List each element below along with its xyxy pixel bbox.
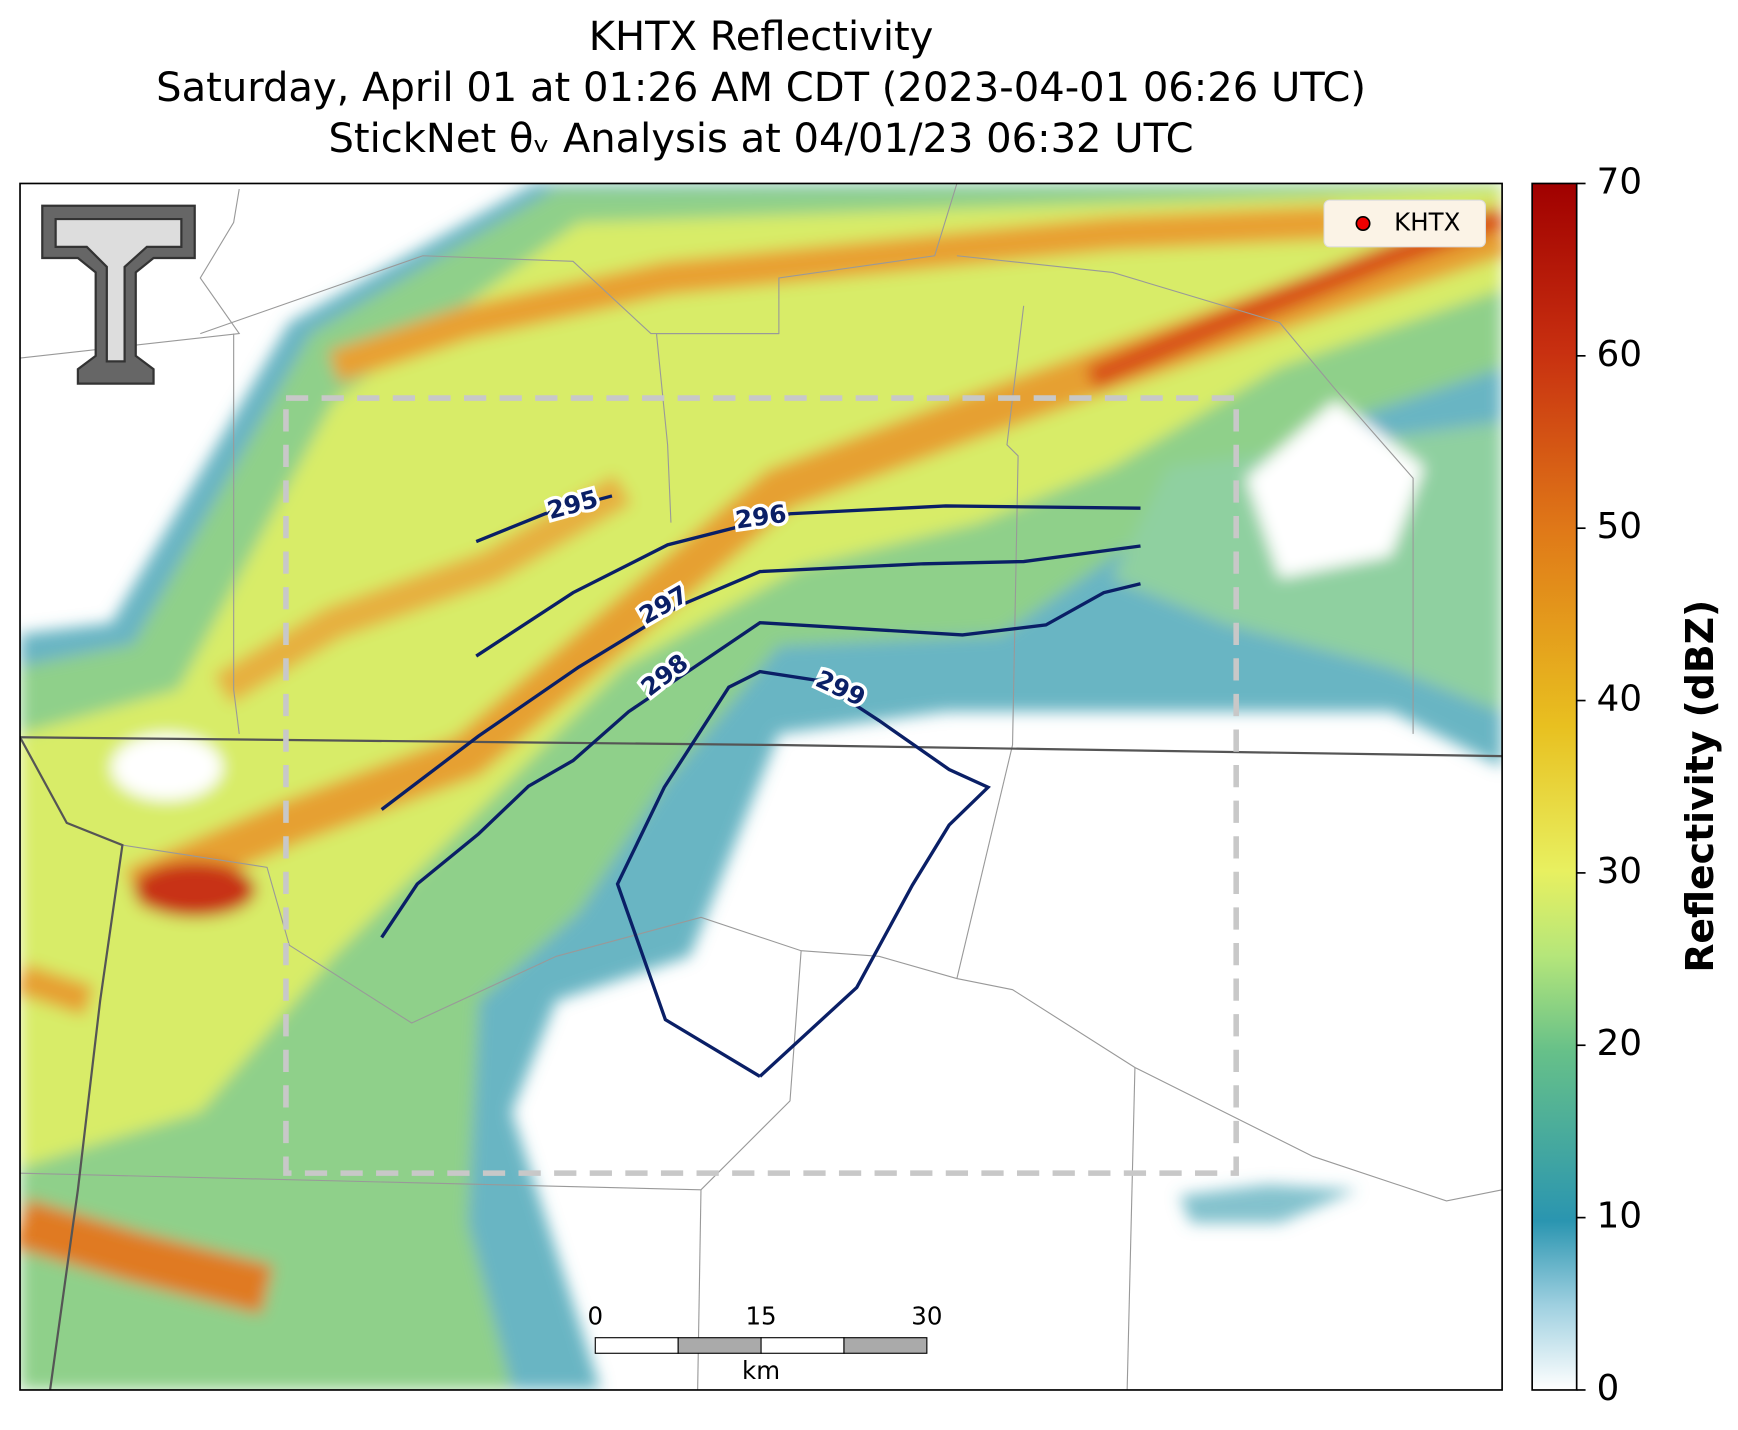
colorbar-tick-label: 10 [1597, 1196, 1642, 1237]
scale-bar: km 0 15 30 [587, 1302, 942, 1385]
colorbar-label: Reflectivity (dBZ) [1678, 600, 1722, 973]
plot-frame [19, 182, 1503, 1391]
boundaries [20, 183, 1503, 1390]
colorbar-tick-label: 40 [1597, 679, 1642, 720]
colorbar-tick-label: 60 [1597, 334, 1642, 375]
title: KHTX Reflectivity [589, 14, 934, 60]
logo [41, 204, 196, 385]
contours [380, 494, 1141, 1078]
state-line [20, 736, 1503, 758]
subtitle: StickNet θᵥ Analysis at 04/01/23 06:32 U… [328, 116, 1193, 162]
state-line [20, 736, 124, 1390]
scale-tick-label: 15 [745, 1302, 776, 1331]
colorbar-tick-label: 70 [1597, 161, 1642, 202]
legend-label: KHTX [1394, 208, 1460, 237]
colorbar-tick-label: 50 [1597, 506, 1642, 547]
colorbar-tick-label: 20 [1597, 1023, 1642, 1064]
analysis-domain [283, 395, 1239, 1176]
scale-tick-label: 0 [587, 1302, 603, 1331]
colorbar [1531, 182, 1578, 1391]
scale-unit: km [742, 1356, 780, 1385]
subtitle: Saturday, April 01 at 01:26 AM CDT (2023… [156, 65, 1366, 111]
legend: KHTX [1323, 199, 1486, 248]
colorbar-tick-label: 0 [1597, 1368, 1620, 1409]
scale-tick-label: 30 [911, 1302, 942, 1331]
colorbar-tick-label: 30 [1597, 851, 1642, 892]
